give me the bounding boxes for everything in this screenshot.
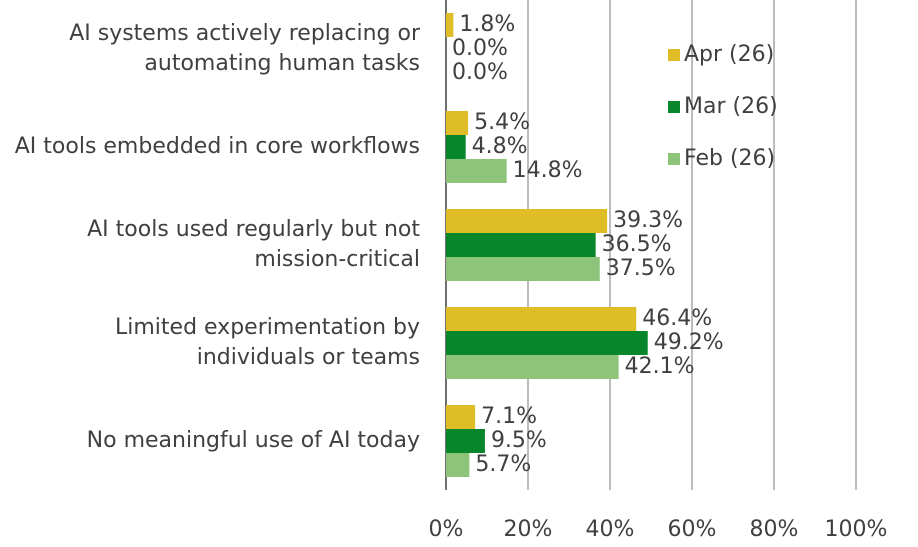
value-label: 9.5% [491,428,547,453]
x-tick-label: 80% [750,517,799,542]
legend-label: Apr (26) [684,42,774,67]
bar [446,111,469,135]
category-label: No meaningful use of AI today [86,428,420,453]
bar [446,257,600,281]
bar [446,453,470,477]
legend-swatch [668,101,680,113]
value-label: 37.5% [606,256,676,281]
category-label-box: Limited experimentation by individuals o… [115,315,420,370]
category-label-box: No meaningful use of AI today [86,428,420,453]
value-label: 4.8% [472,134,528,159]
x-tick-label: 20% [504,517,553,542]
value-label: 42.1% [625,354,695,379]
category-label: Limited experimentation by individuals o… [115,315,420,370]
value-label: 36.5% [602,232,672,257]
bar [446,355,619,379]
bar [446,307,637,331]
bar [446,429,485,453]
category-label: AI systems actively replacing or automat… [69,21,420,76]
x-tick-label: 60% [668,517,717,542]
legend-swatch [668,49,680,61]
x-tick-label: 40% [586,517,635,542]
bar [446,13,454,37]
category-label-box: AI tools used regularly but not mission-… [87,217,420,272]
bar [446,159,507,183]
category-label-box: AI tools embedded in core workflows [14,134,420,159]
legend-label: Feb (26) [684,146,775,171]
value-label: 7.1% [481,404,537,429]
category-label-box: AI systems actively replacing or automat… [69,21,420,76]
value-label: 46.4% [642,306,712,331]
legend-swatch [668,153,680,165]
value-label: 0.0% [452,36,508,61]
value-label: 0.0% [452,60,508,85]
bar [446,405,476,429]
value-label: 39.3% [613,208,683,233]
value-label: 5.4% [474,110,530,135]
value-label: 14.8% [513,158,583,183]
bar [446,233,596,257]
value-label: 49.2% [654,330,724,355]
category-label: AI tools embedded in core workflows [14,134,420,159]
value-label: 1.8% [459,12,515,37]
x-tick-label: 0% [429,517,464,542]
category-label: AI tools used regularly but not mission-… [87,217,420,272]
value-label: 5.7% [475,452,531,477]
x-tick-label: 100% [825,517,888,542]
bar [446,135,466,159]
bar [446,331,648,355]
legend-label: Mar (26) [684,94,778,119]
bar [446,209,608,233]
